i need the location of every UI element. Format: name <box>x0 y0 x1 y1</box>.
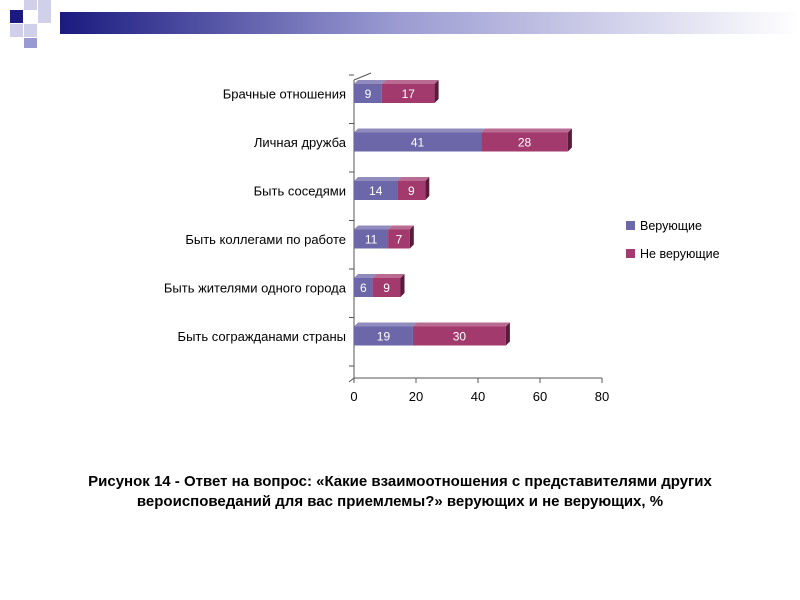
data-label: 7 <box>396 233 403 247</box>
bar-top <box>354 128 486 133</box>
deco-square <box>10 24 23 37</box>
x-tick-label: 20 <box>409 389 423 404</box>
bar-face <box>388 229 410 249</box>
bar-top <box>381 80 439 84</box>
data-label: 9 <box>365 87 372 101</box>
data-label: 11 <box>365 233 378 247</box>
bar-segment <box>381 80 439 103</box>
category-label: Быть жителями одного города <box>164 281 347 296</box>
bar-face <box>481 132 568 152</box>
bar-end-face <box>400 274 405 297</box>
data-label: 41 <box>411 136 425 150</box>
bar-face <box>372 278 401 297</box>
bar-end-face <box>505 322 510 346</box>
decorative-header-pattern <box>10 0 800 48</box>
bar-end-face <box>425 177 430 200</box>
data-label: 19 <box>377 330 391 344</box>
data-label: 17 <box>402 87 416 101</box>
bar-top <box>388 225 414 230</box>
bar-segment <box>354 225 393 249</box>
axis-depth-line <box>348 377 355 383</box>
bar-segment <box>354 177 402 200</box>
data-label: 14 <box>369 184 383 198</box>
legend-label: Не верующие <box>640 247 720 261</box>
bar-top <box>397 177 430 181</box>
bar-segment <box>354 80 386 103</box>
bar-face <box>354 326 413 346</box>
bar-segment <box>372 274 405 297</box>
x-tick-label: 0 <box>350 389 357 404</box>
figure-caption: Рисунок 14 - Ответ на вопрос: «Какие вза… <box>88 473 712 510</box>
bar-face <box>354 278 373 297</box>
legend-label: Верующие <box>640 219 702 233</box>
deco-square <box>38 0 51 10</box>
deco-square <box>24 38 37 48</box>
bar-face <box>354 84 382 103</box>
bar-chart: 0 20 40 60 80 Брачные отношения 9 17 Личная друж… <box>164 72 720 404</box>
bar-top <box>481 128 572 133</box>
header-gradient-band <box>60 12 800 34</box>
bar-segment <box>354 274 377 297</box>
bar-top <box>354 177 402 181</box>
data-label: 30 <box>453 330 467 344</box>
legend-swatch <box>626 249 635 258</box>
bar-end-face <box>434 80 439 103</box>
data-label: 6 <box>360 281 367 295</box>
bar-face <box>354 229 389 249</box>
x-tick-label: 80 <box>595 389 609 404</box>
category-label: Быть коллегами по работе <box>185 232 346 247</box>
bar-segment <box>354 128 486 152</box>
bar-segment <box>397 177 430 200</box>
chart-legend: Верующие Не верующие <box>626 219 720 261</box>
bar-segment <box>412 322 510 346</box>
x-tick-label: 60 <box>533 389 547 404</box>
category-label: Личная дружба <box>254 135 347 150</box>
bar-face <box>354 181 398 200</box>
deco-square <box>38 10 51 23</box>
bar-top <box>354 225 393 230</box>
data-label: 9 <box>408 184 415 198</box>
bar-segment <box>481 128 572 152</box>
axis-depth-line <box>353 72 372 81</box>
category-label: Брачные отношения <box>223 87 346 102</box>
bar-segment <box>354 322 417 346</box>
bar-face <box>397 181 426 200</box>
bar-top <box>354 274 377 278</box>
deco-square <box>24 24 37 37</box>
deco-square <box>24 0 37 10</box>
bar-face <box>354 132 482 152</box>
data-label: 28 <box>518 136 532 150</box>
bar-face <box>412 326 506 346</box>
legend-swatch <box>626 221 635 230</box>
data-label: 9 <box>383 281 390 295</box>
bar-face <box>381 84 435 103</box>
category-label: Быть соседями <box>254 184 346 199</box>
deco-square <box>10 10 23 23</box>
bar-top <box>372 274 405 278</box>
category-label: Быть согражданами страны <box>178 329 346 344</box>
bar-top <box>354 80 386 84</box>
bar-end-face <box>567 128 572 152</box>
bar-end-face <box>409 225 414 249</box>
bar-top <box>412 322 510 327</box>
bar-segment <box>388 225 414 249</box>
bar-top <box>354 322 417 327</box>
x-tick-label: 40 <box>471 389 485 404</box>
